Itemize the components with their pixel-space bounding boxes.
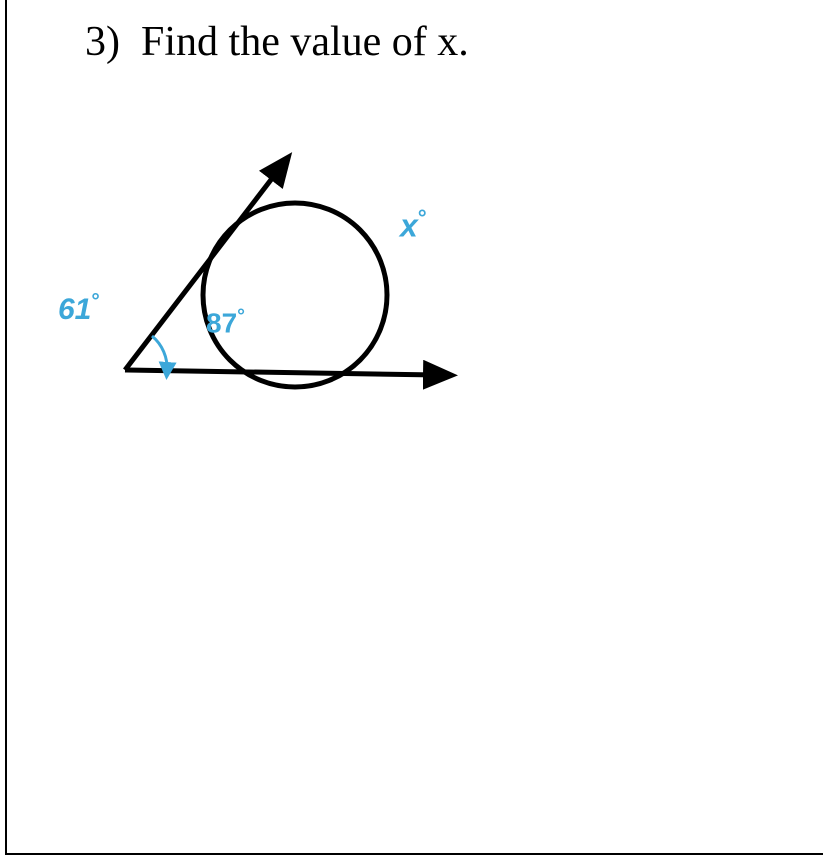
question-text-content: Find the value of x. <box>141 19 469 65</box>
question-number: 3) <box>85 19 120 65</box>
far-arc-value: x <box>400 208 418 244</box>
outer-angle-label: 61° <box>58 290 100 327</box>
far-arc-label: x° <box>400 205 427 245</box>
outer-angle-unit: ° <box>91 290 99 313</box>
near-arc-value: 87 <box>206 307 237 338</box>
question-prompt: 3) Find the value of x. <box>85 18 469 66</box>
secant-line-lower <box>125 370 438 375</box>
far-arc-unit: ° <box>418 205 427 230</box>
near-arc-label: 87° <box>206 305 245 339</box>
near-arc-unit: ° <box>237 305 245 327</box>
angle-arc-indicator <box>152 336 167 371</box>
diagram-svg <box>50 150 500 450</box>
geometry-diagram: 61° 87° x° <box>50 150 500 450</box>
outer-angle-value: 61 <box>58 293 91 326</box>
